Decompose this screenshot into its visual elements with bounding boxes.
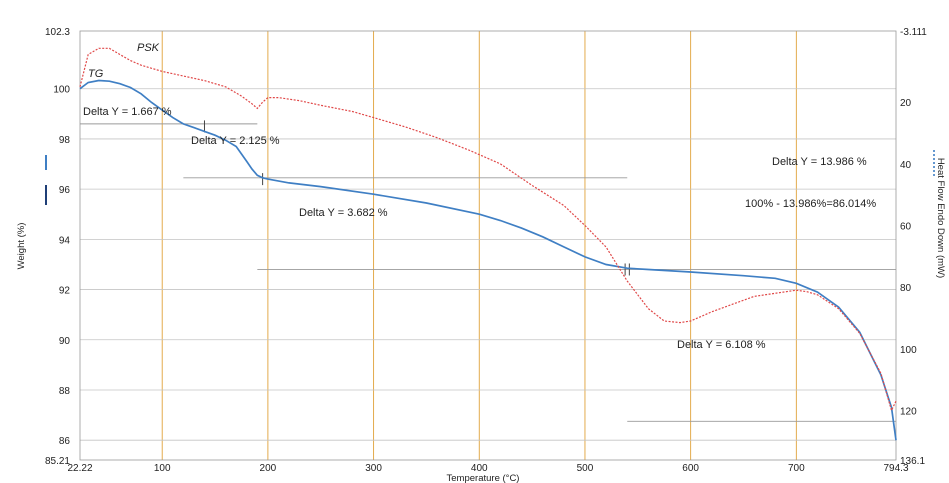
annotation-delta-3: Delta Y = 3.682 % <box>299 207 388 219</box>
y-right-tick-label: 80 <box>900 283 912 294</box>
series-line-heat-flow <box>79 47 897 413</box>
y-left-tick-label: 90 <box>59 336 71 347</box>
x-tick-label: 100 <box>154 463 171 474</box>
plot-frame <box>79 30 897 461</box>
x-axis-title: Temperature (°C) <box>447 473 520 483</box>
x-tick-label: 22.22 <box>67 463 92 474</box>
y-right-tick-label: 40 <box>900 160 912 171</box>
handwritten-psk: PSK <box>137 42 160 54</box>
x-tick-label: 400 <box>471 463 488 474</box>
y-axis-left-title: Weight (%) <box>16 223 27 270</box>
x-tick-label: 300 <box>365 463 382 474</box>
step-markers <box>80 120 896 422</box>
y-right-tick-label: 20 <box>900 98 912 109</box>
x-tick-label: 700 <box>788 463 805 474</box>
annotation-delta-total: Delta Y = 13.986 % <box>772 156 867 168</box>
y-left-tick-label: 92 <box>59 286 71 297</box>
x-tick-label: 200 <box>260 463 277 474</box>
y-right-tick-label: -3.111 <box>900 27 927 38</box>
y-left-tick-label: 100 <box>53 85 70 96</box>
y-left-tick-label: 86 <box>59 436 71 447</box>
x-tick-label: 500 <box>577 463 594 474</box>
y-left-tick-label: 98 <box>59 135 71 146</box>
series-layer <box>79 47 897 441</box>
y-left-tick-label: 88 <box>59 386 71 397</box>
y-left-tick-label: 94 <box>59 235 71 246</box>
annotation-delta-1: Delta Y = 1.667 % <box>83 106 172 118</box>
annotation-delta-4: Delta Y = 6.108 % <box>677 339 766 351</box>
y-right-tick-label: 60 <box>900 221 912 232</box>
handwritten-tg: TG <box>88 68 104 80</box>
x-tick-label: 600 <box>682 463 699 474</box>
tick-labels: 22.22 100 200 300 400 500 600 700 794.3 85.21 86 88… <box>45 27 927 474</box>
y-left-tick-label: 85.21 <box>45 456 70 467</box>
y-left-tick-label: 102.3 <box>45 27 70 38</box>
annotation-delta-2: Delta Y = 2.125 % <box>191 135 280 147</box>
y-left-tick-label: 96 <box>59 185 71 196</box>
x-tick-label: 794.3 <box>883 463 908 474</box>
series-line-weight <box>79 79 897 441</box>
annotation-residue: 100% - 13.986%=86.014% <box>745 198 876 210</box>
y-axis-right-title: Heat Flow Endo Down (mW) <box>935 158 946 278</box>
y-right-tick-label: 136.1 <box>900 456 925 467</box>
grid-lines <box>80 31 896 460</box>
y-right-tick-label: 120 <box>900 406 917 417</box>
y-right-tick-label: 100 <box>900 345 917 356</box>
